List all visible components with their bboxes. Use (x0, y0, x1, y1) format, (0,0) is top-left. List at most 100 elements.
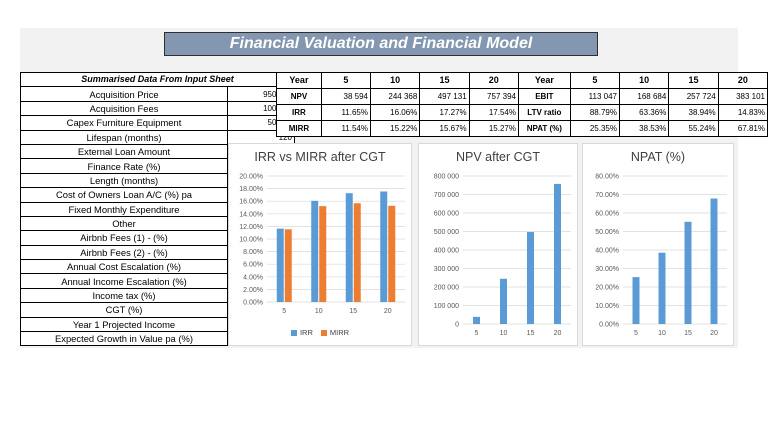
x-tick-label: 5 (282, 308, 286, 315)
results-cell[interactable]: 25.35% (569, 120, 620, 137)
results-header-cell[interactable]: 15 (668, 72, 719, 89)
npat-chart[interactable]: NPAT (%) 0.00% 10.00% 20.00% 30.00% 40.00% 50… (582, 143, 734, 346)
bar (311, 200, 319, 302)
results-cell[interactable]: 17.27% (419, 104, 470, 121)
y-tick-label: 10.00% (239, 237, 263, 244)
y-tick-label: 18.00% (239, 186, 263, 193)
results-row-label[interactable]: EBIT (517, 88, 571, 105)
bar (500, 278, 507, 324)
input-label[interactable]: Acquisition Price (20, 86, 228, 102)
bar (710, 198, 718, 324)
results-cell[interactable]: 497 131 (419, 88, 470, 105)
results-header-cell[interactable]: 20 (468, 72, 519, 89)
y-tick-label: 8.00% (243, 249, 263, 256)
results-row: IRR 11.65% 16.06% 17.27% 17.54% LTV ratio 88.7… (276, 104, 768, 121)
npat-chart-svg: 0.00% 10.00% 20.00% 30.00% 40.00% 50.00% 60.00… (595, 174, 727, 337)
x-tick-label: 5 (475, 330, 479, 337)
legend-item-mirr: MIRR (320, 328, 349, 337)
results-cell[interactable]: 383 101 (717, 88, 768, 105)
y-tick-label: 200 000 (434, 285, 459, 292)
input-label[interactable]: Annual Income Escalation (%) (20, 273, 228, 289)
y-tick-label: 300 000 (434, 266, 459, 273)
y-tick-label: 800 000 (434, 174, 459, 181)
input-label[interactable]: Airbnb Fees (1) - (%) (20, 230, 228, 246)
results-cell[interactable]: 11.54% (320, 120, 371, 137)
input-label[interactable]: Acquisition Fees (20, 100, 228, 117)
x-tick-label: 10 (658, 330, 666, 337)
results-cell[interactable]: 15.67% (419, 120, 470, 137)
results-row-label[interactable]: LTV ratio (517, 104, 571, 121)
chart-title: NPV after CGT (455, 150, 541, 164)
results-cell[interactable]: 17.54% (468, 104, 519, 121)
results-row-label[interactable]: IRR (276, 104, 322, 121)
input-label[interactable]: Cost of Owners Loan A/C (%) pa (20, 187, 228, 203)
input-label[interactable]: Year 1 Projected Income (20, 316, 228, 333)
results-cell[interactable]: 11.65% (320, 104, 371, 121)
results-row-label[interactable]: MIRR (276, 120, 322, 137)
results-cell[interactable]: 113 047 (569, 88, 620, 105)
results-cell[interactable]: 67.81% (717, 120, 768, 137)
results-cell[interactable]: 15.22% (369, 120, 421, 137)
results-header-cell[interactable]: 20 (717, 72, 768, 89)
y-tick-label: 14.00% (239, 211, 263, 218)
input-label[interactable]: Length (months) (20, 172, 228, 189)
results-cell[interactable]: 88.79% (569, 104, 620, 121)
bar (345, 193, 353, 302)
results-cell[interactable]: 55.24% (668, 120, 719, 137)
input-label[interactable]: External Loan Amount (20, 143, 228, 160)
input-label[interactable]: Expected Growth in Value pa (%) (20, 331, 228, 347)
results-row-label[interactable]: NPAT (%) (517, 120, 571, 137)
input-summary-header[interactable]: Summarised Data From Input Sheet (20, 71, 295, 88)
y-tick-label: 4.00% (243, 274, 263, 281)
y-tick-label: 40.00% (595, 248, 619, 255)
x-tick-label: 20 (710, 330, 718, 337)
page-title-box: Financial Valuation and Financial Model (164, 32, 598, 56)
input-label[interactable]: Capex Furniture Equipment (20, 115, 228, 131)
x-tick-label: 20 (554, 330, 562, 337)
legend-item-irr: IRR (290, 328, 313, 337)
y-tick-label: 70.00% (595, 192, 619, 199)
bar (527, 232, 534, 324)
y-tick-label: 30.00% (595, 266, 619, 273)
input-label[interactable]: Fixed Monthly Expenditure (20, 201, 228, 217)
results-row-label[interactable]: NPV (276, 88, 322, 105)
input-label[interactable]: Income tax (%) (20, 287, 228, 304)
x-tick-label: 15 (684, 330, 692, 337)
npv-chart[interactable]: NPV after CGT 0 100 000 200 000 300 000 400 … (418, 143, 578, 346)
y-tick-label: 0 (455, 322, 459, 329)
input-label[interactable]: Finance Rate (%) (20, 158, 228, 174)
results-cell[interactable]: 38.94% (668, 104, 719, 121)
results-cell[interactable]: 38.53% (618, 120, 670, 137)
results-cell[interactable]: 15.27% (468, 120, 519, 137)
results-cell[interactable]: 244 368 (369, 88, 421, 105)
results-cell[interactable]: 63.36% (618, 104, 670, 121)
input-label[interactable]: Airbnb Fees (2) - (%) (20, 244, 228, 261)
input-label[interactable]: CGT (%) (20, 302, 228, 318)
results-header-cell[interactable]: Year (517, 72, 571, 89)
y-tick-label: 100 000 (434, 303, 459, 310)
input-label[interactable]: Other (20, 215, 228, 232)
results-cell[interactable]: 14.83% (717, 104, 768, 121)
results-header-cell[interactable]: 10 (369, 72, 421, 89)
results-cell[interactable]: 168 684 (618, 88, 670, 105)
results-header-cell[interactable]: 10 (618, 72, 670, 89)
results-header-cell[interactable]: Year (276, 72, 322, 89)
bar (388, 205, 396, 302)
x-tick-label: 15 (527, 330, 535, 337)
results-row: NPV 38 594 244 368 497 131 757 394 EBIT 113 04… (276, 88, 768, 105)
legend-label-irr: IRR (299, 328, 313, 337)
results-header-cell[interactable]: 5 (569, 72, 620, 89)
results-cell[interactable]: 257 724 (668, 88, 719, 105)
irr-mirr-chart[interactable]: IRR vs MIRR after CGT 0.00% 2.00% 4.00% 6.0… (228, 143, 412, 346)
results-header-cell[interactable]: 5 (320, 72, 371, 89)
x-tick-label: 10 (315, 308, 323, 315)
results-cell[interactable]: 16.06% (369, 104, 421, 121)
input-label[interactable]: Annual Cost Escalation (%) (20, 259, 228, 275)
results-cell[interactable]: 38 594 (320, 88, 371, 105)
legend-swatch-irr (290, 330, 297, 337)
input-label[interactable]: Lifespan (months) (20, 129, 228, 145)
results-cell[interactable]: 757 394 (468, 88, 519, 105)
results-header-cell[interactable]: 15 (419, 72, 470, 89)
bar (319, 206, 327, 302)
